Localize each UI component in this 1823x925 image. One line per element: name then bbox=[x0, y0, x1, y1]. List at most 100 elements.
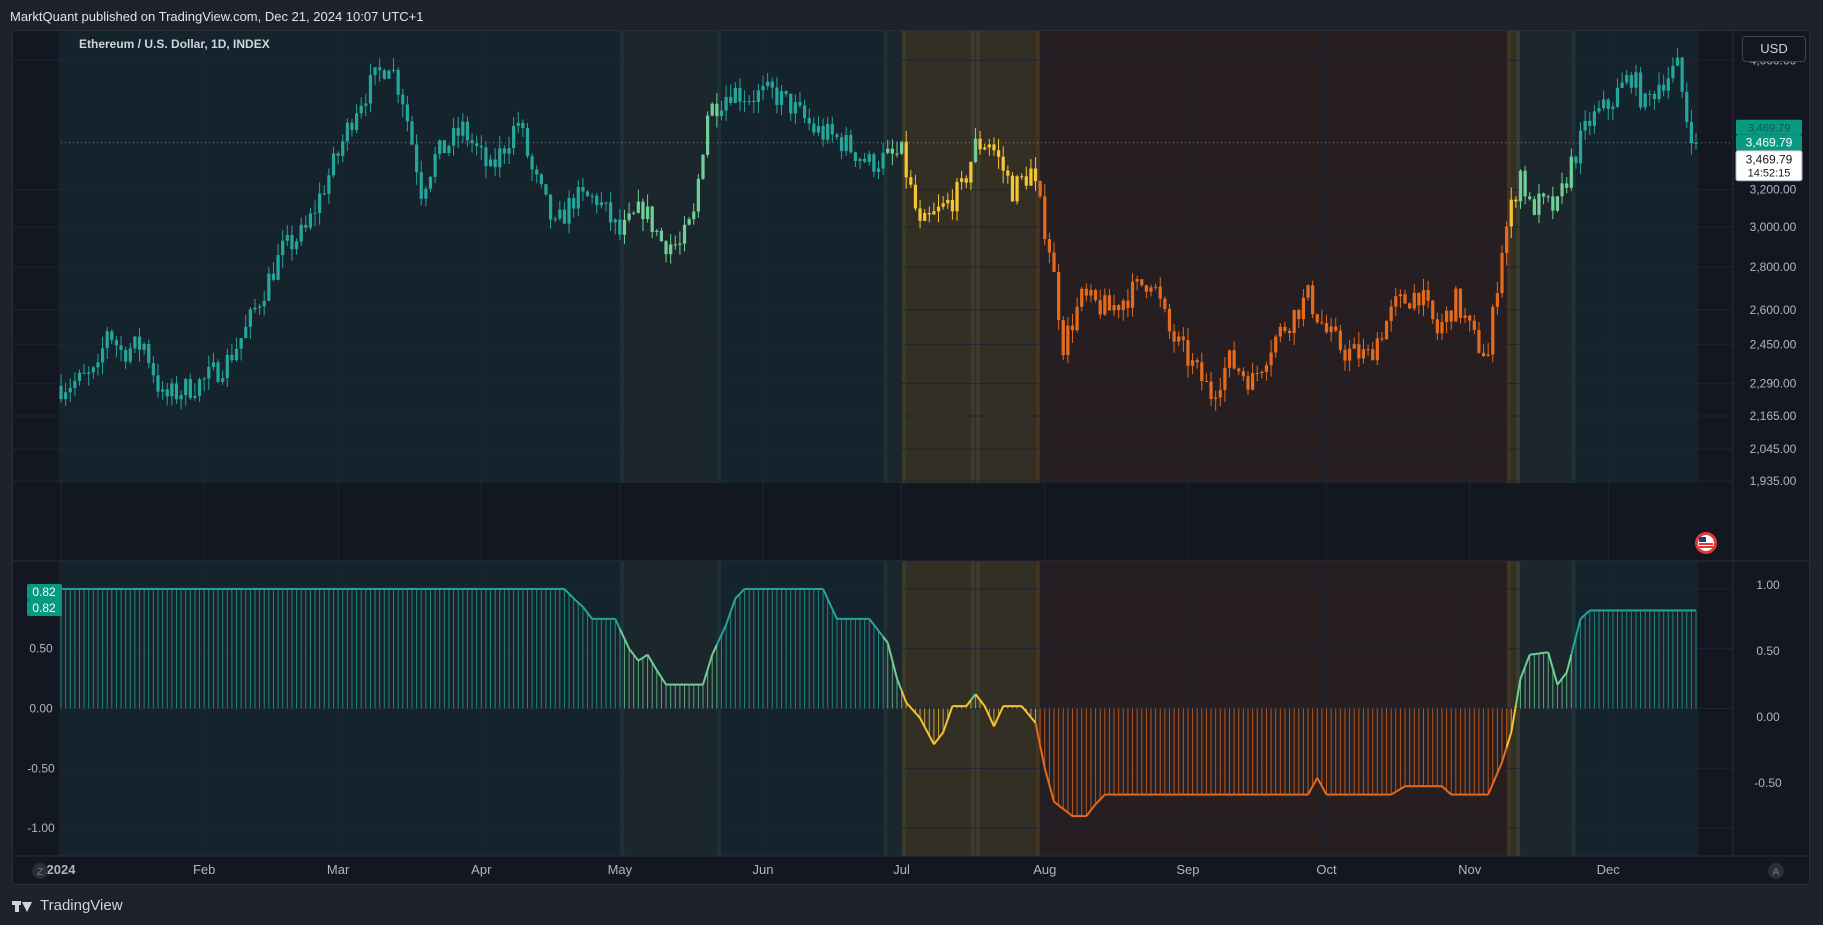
trend-zone bbox=[1571, 31, 1698, 483]
trend-zone bbox=[1516, 31, 1576, 483]
oscillator-line-segment bbox=[1524, 654, 1531, 668]
candle-body bbox=[918, 208, 922, 221]
oscillator-line-segment bbox=[1094, 798, 1101, 805]
oscillator-line-segment bbox=[923, 726, 931, 737]
price-axis[interactable]: 4,000.003,200.003,000.002,800.002,600.00… bbox=[1750, 53, 1797, 488]
candle-body bbox=[498, 148, 502, 168]
candle-body bbox=[438, 140, 442, 155]
time-tick-label: Dec bbox=[1597, 862, 1621, 877]
oscillator-line-segment bbox=[725, 611, 732, 626]
candle-body bbox=[59, 385, 63, 400]
candle-body bbox=[294, 241, 299, 250]
candle-body bbox=[742, 101, 747, 103]
candle-body bbox=[160, 389, 165, 392]
candle-body bbox=[197, 379, 202, 396]
oscillator-line-segment bbox=[1584, 609, 1591, 616]
candle-body bbox=[1611, 106, 1615, 109]
oscillator-line-segment bbox=[1519, 666, 1527, 679]
currency-button[interactable]: USD bbox=[1742, 36, 1806, 62]
candle-body bbox=[632, 212, 636, 214]
oscillator-line-segment bbox=[831, 608, 838, 620]
last-price-badge: 3,469.79 3,469.79 3,469.79 14:52:15 bbox=[1735, 119, 1803, 182]
time-axis[interactable]: 2024 Feb Mar Apr May Jun Jul Aug Sep Oct Nov Dec bbox=[47, 862, 1621, 877]
hidden-price-tag: 3,469.79 bbox=[1748, 123, 1791, 135]
scale-mode-button-left[interactable]: Z bbox=[32, 863, 48, 879]
candle-body bbox=[1689, 122, 1693, 144]
candle-body bbox=[558, 209, 562, 219]
oscillator-line-segment bbox=[826, 598, 834, 610]
us-flag-icon-canton bbox=[1699, 537, 1706, 542]
candle-body bbox=[1297, 310, 1301, 320]
candle-body bbox=[327, 175, 331, 194]
candle-body bbox=[1047, 239, 1052, 253]
oscillator-line-segment bbox=[563, 588, 570, 595]
oscillator-line-segment bbox=[1062, 808, 1069, 814]
candle-body bbox=[1380, 338, 1384, 340]
oscillator-line-segment bbox=[1505, 732, 1513, 748]
candle-body bbox=[572, 198, 576, 209]
candle-body bbox=[1588, 120, 1592, 126]
tradingview-logo[interactable]: TradingView bbox=[12, 897, 123, 914]
candle-body bbox=[766, 81, 770, 87]
candle-body bbox=[1075, 306, 1079, 331]
tradingview-brand: TradingView bbox=[40, 897, 123, 914]
candle-body bbox=[1292, 310, 1296, 333]
chart-canvas[interactable]: 4,000.003,200.003,000.002,800.002,600.00… bbox=[13, 31, 1810, 885]
candle-body bbox=[673, 244, 677, 246]
candle-body bbox=[1417, 292, 1421, 306]
oscillator-line-segment bbox=[628, 648, 635, 656]
trend-zone bbox=[975, 31, 1040, 483]
candle-body bbox=[729, 96, 733, 103]
auto-scale-button[interactable]: A bbox=[1768, 863, 1784, 879]
candle-body bbox=[1287, 330, 1292, 333]
indicator-left-tick: 0.50 bbox=[29, 642, 53, 656]
candle-body bbox=[802, 105, 807, 119]
chart-frame[interactable]: 4,000.003,200.003,000.002,800.002,600.00… bbox=[12, 30, 1810, 885]
candle-body bbox=[502, 148, 507, 154]
indicator-right-axis[interactable]: 1.00 0.50 0.00 -0.50 bbox=[1754, 578, 1782, 790]
oscillator-line-segment bbox=[896, 678, 903, 691]
candle-body bbox=[1412, 292, 1416, 309]
time-tick-label: Oct bbox=[1316, 862, 1337, 877]
time-tick-label: Apr bbox=[471, 862, 492, 877]
candle-body bbox=[465, 121, 470, 141]
candle-body bbox=[1625, 74, 1629, 83]
candle-body bbox=[1403, 294, 1407, 304]
us-flag-icon[interactable] bbox=[1695, 532, 1717, 554]
candle-body bbox=[710, 103, 714, 116]
candle-body bbox=[1592, 111, 1597, 126]
oscillator-line-segment bbox=[711, 644, 718, 656]
candle-body bbox=[87, 372, 91, 374]
candle-body bbox=[996, 150, 1001, 157]
candle-body bbox=[174, 383, 179, 400]
oscillator-line-segment bbox=[1510, 705, 1517, 733]
oscillator-line-segment bbox=[1441, 785, 1448, 792]
candle-body bbox=[784, 91, 788, 94]
candle-body bbox=[553, 218, 557, 220]
oscillator-line-segment bbox=[1574, 618, 1582, 638]
candle-body bbox=[424, 188, 428, 199]
oscillator-line-segment bbox=[1311, 777, 1319, 787]
candle-body bbox=[248, 309, 252, 327]
auto-scale-label: A bbox=[1773, 867, 1780, 878]
oscillator-line-segment bbox=[974, 693, 981, 701]
candle-body bbox=[1140, 279, 1144, 286]
candle-body bbox=[793, 102, 797, 114]
candle-body bbox=[211, 362, 216, 367]
candle-body bbox=[747, 100, 751, 102]
candle-body bbox=[1657, 84, 1661, 99]
candle-body bbox=[1583, 120, 1587, 131]
candle-body bbox=[512, 125, 516, 149]
oscillator-line-segment bbox=[979, 699, 986, 707]
candle-body bbox=[1177, 336, 1181, 342]
candle-body bbox=[904, 141, 908, 178]
candle-body bbox=[645, 206, 650, 220]
candle-body bbox=[1551, 196, 1555, 211]
oscillator-line-segment bbox=[1579, 613, 1586, 620]
candle-body bbox=[1666, 78, 1670, 91]
candle-body bbox=[812, 123, 816, 133]
symbol-legend[interactable]: Ethereum / U.S. Dollar, 1D, INDEX bbox=[79, 37, 270, 51]
candle-body bbox=[1648, 93, 1652, 95]
candle-body bbox=[1454, 288, 1458, 322]
candle-body bbox=[493, 159, 497, 168]
